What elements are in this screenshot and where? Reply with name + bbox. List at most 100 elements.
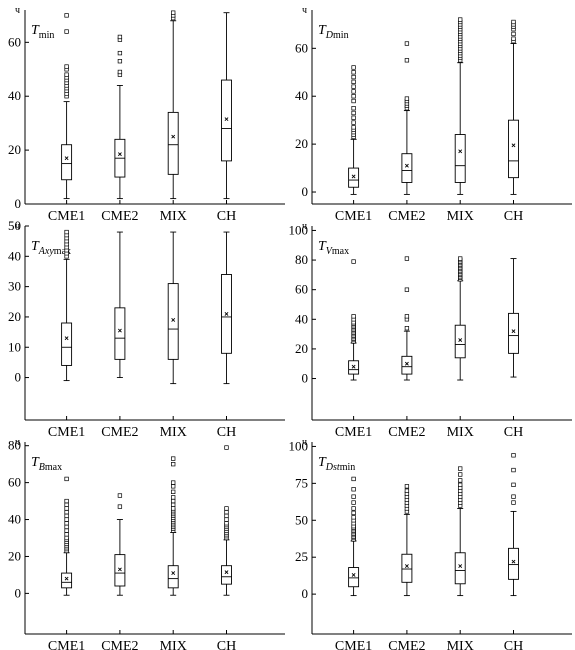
x-tick-label: MIX: [160, 425, 187, 440]
x-tick-label: CME1: [335, 209, 372, 224]
outlier-point: [351, 65, 356, 70]
outlier-point: [64, 476, 69, 482]
y-tick-label: 60: [8, 475, 21, 490]
y-tick-label: 0: [302, 184, 309, 199]
x-tick-label: MIX: [160, 639, 187, 650]
box-CME2: [401, 256, 413, 381]
y-tick-label: 80: [8, 438, 21, 453]
iqr-box: [167, 111, 179, 175]
box-CME1: [348, 65, 360, 195]
panel-title: TAxymax: [31, 239, 71, 257]
outlier-point: [171, 480, 176, 485]
outlier-point: [458, 17, 463, 22]
outlier-point: [117, 34, 123, 40]
outlier-point: [224, 517, 229, 522]
y-tick-label: 60: [295, 282, 308, 297]
iqr-box: [508, 547, 519, 580]
panel-3: ч TAxymax 0 10 20 30 40 50 CME1 CME2 MIX CH: [8, 218, 285, 440]
mean-marker: [117, 152, 122, 157]
outlier-point: [64, 506, 69, 511]
outlier-point: [171, 506, 176, 511]
x-tick-label: CME2: [101, 639, 138, 650]
outlier-point: [64, 29, 69, 34]
outlier-point: [64, 64, 69, 69]
outlier-point: [404, 326, 410, 331]
mean-marker: [171, 134, 176, 139]
mean-marker: [404, 361, 409, 366]
mean-marker: [458, 564, 463, 568]
outlier-point: [511, 500, 516, 505]
outlier-point: [351, 89, 356, 94]
panel-title: Tmin: [31, 23, 54, 41]
iqr-box: [508, 312, 519, 354]
x-tick-label: CH: [217, 209, 236, 224]
outlier-point: [351, 510, 356, 516]
outlier-point: [351, 487, 356, 492]
outlier-point: [351, 506, 356, 511]
y-tick-label: 40: [295, 88, 308, 103]
box-CME2: [401, 41, 413, 195]
x-tick-label: CH: [504, 425, 523, 440]
outlier-point: [351, 79, 356, 85]
outlier-point: [458, 256, 463, 261]
outlier-point: [117, 69, 123, 75]
outlier-point: [224, 513, 229, 518]
outlier-point: [458, 482, 463, 487]
y-tick-label: 40: [8, 512, 21, 527]
panel-4: ч TVmax 0 20 40 60 80 100 CME1 CME2 MIX CH: [289, 221, 572, 440]
iqr-box: [401, 153, 413, 183]
outlier-point: [458, 466, 463, 471]
outlier-point: [171, 498, 176, 504]
y-unit-label: ч: [15, 221, 20, 232]
outlier-point: [64, 517, 69, 522]
box-MIX: [167, 231, 179, 385]
box-CME1: [61, 229, 73, 382]
outlier-point: [117, 59, 123, 64]
x-tick-label: CME2: [101, 425, 138, 440]
mean-marker: [171, 318, 176, 322]
box-CME2: [114, 34, 126, 200]
box-MIX: [167, 10, 179, 200]
iqr-box: [114, 554, 126, 587]
mean-marker: [224, 117, 229, 122]
y-tick-label: 50: [295, 512, 308, 527]
x-tick-label: CME1: [48, 639, 85, 650]
outlier-point: [351, 314, 356, 319]
mean-marker: [404, 163, 409, 168]
x-tick-label: MIX: [447, 209, 474, 224]
outlier-point: [64, 510, 69, 515]
panel-5: ч TBmax 0 20 40 60 80 CME1 CME2 MIX CH: [8, 437, 285, 650]
y-tick-label: 50: [8, 218, 21, 233]
outlier-point: [351, 70, 356, 75]
box-MIX: [454, 17, 466, 195]
outlier-point: [511, 494, 516, 499]
outlier-point: [511, 31, 516, 37]
iqr-box: [348, 567, 360, 588]
outlier-point: [404, 96, 410, 101]
box-MIX: [454, 256, 466, 381]
outlier-point: [404, 484, 410, 489]
x-tick-label: CH: [504, 639, 523, 650]
outlier-point: [171, 456, 176, 461]
mean-marker: [404, 564, 409, 568]
mean-marker: [117, 567, 122, 572]
iqr-box: [167, 283, 179, 360]
box-CME1: [61, 476, 73, 596]
box-MIX: [167, 456, 179, 596]
outlier-point: [224, 445, 229, 450]
y-unit-label: ч: [302, 437, 307, 448]
x-tick-label: CH: [217, 639, 236, 650]
x-tick-label: CME2: [388, 209, 425, 224]
outlier-point: [64, 72, 69, 77]
mean-marker: [64, 156, 69, 161]
y-tick-label: 10: [8, 339, 21, 354]
y-tick-label: 0: [302, 371, 309, 386]
y-tick-label: 80: [295, 252, 308, 267]
outlier-point: [64, 13, 69, 18]
mean-marker: [458, 149, 463, 154]
outlier-point: [351, 500, 356, 505]
box-CME1: [61, 13, 73, 200]
y-tick-label: 0: [302, 586, 309, 601]
box-CME1: [348, 476, 360, 597]
